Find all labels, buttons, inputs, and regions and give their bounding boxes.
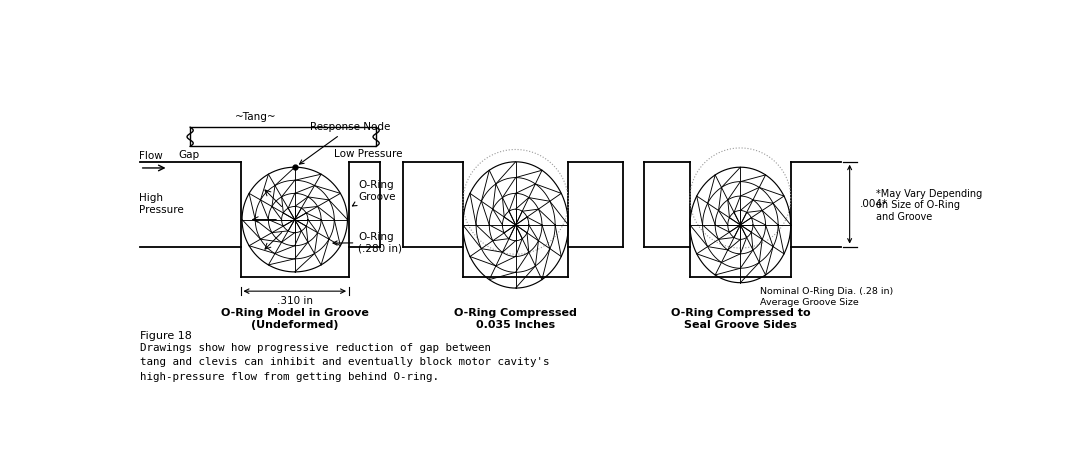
Text: Flow: Flow <box>139 151 163 161</box>
Text: O-Ring Model in Groove
(Undeformed): O-Ring Model in Groove (Undeformed) <box>221 308 368 330</box>
FancyBboxPatch shape <box>190 127 376 146</box>
Text: *May Vary Depending
on Size of O-Ring
and Groove: *May Vary Depending on Size of O-Ring an… <box>876 189 983 222</box>
Text: O-Ring Compressed
0.035 Inches: O-Ring Compressed 0.035 Inches <box>454 308 577 330</box>
Text: Drawings show how progressive reduction of gap between
tang and clevis can inhib: Drawings show how progressive reduction … <box>140 343 549 382</box>
Text: Gap: Gap <box>178 150 200 160</box>
Text: Nominal O-Ring Dia. (.28 in)
Average Groove Size: Nominal O-Ring Dia. (.28 in) Average Gro… <box>760 287 894 307</box>
Text: O-Ring
(.280 in): O-Ring (.280 in) <box>333 232 402 253</box>
Text: Response Node: Response Node <box>300 122 390 164</box>
Text: High
Pressure: High Pressure <box>139 194 184 215</box>
Text: .004*: .004* <box>860 199 888 209</box>
Text: Figure 18: Figure 18 <box>140 331 191 341</box>
Text: .310 in: .310 in <box>277 296 313 306</box>
Text: Low Pressure: Low Pressure <box>334 149 402 159</box>
Text: O-Ring Compressed to
Seal Groove Sides: O-Ring Compressed to Seal Groove Sides <box>671 308 810 330</box>
Text: O-Ring
Groove: O-Ring Groove <box>352 180 396 206</box>
Text: ~Tang~: ~Tang~ <box>235 112 277 122</box>
